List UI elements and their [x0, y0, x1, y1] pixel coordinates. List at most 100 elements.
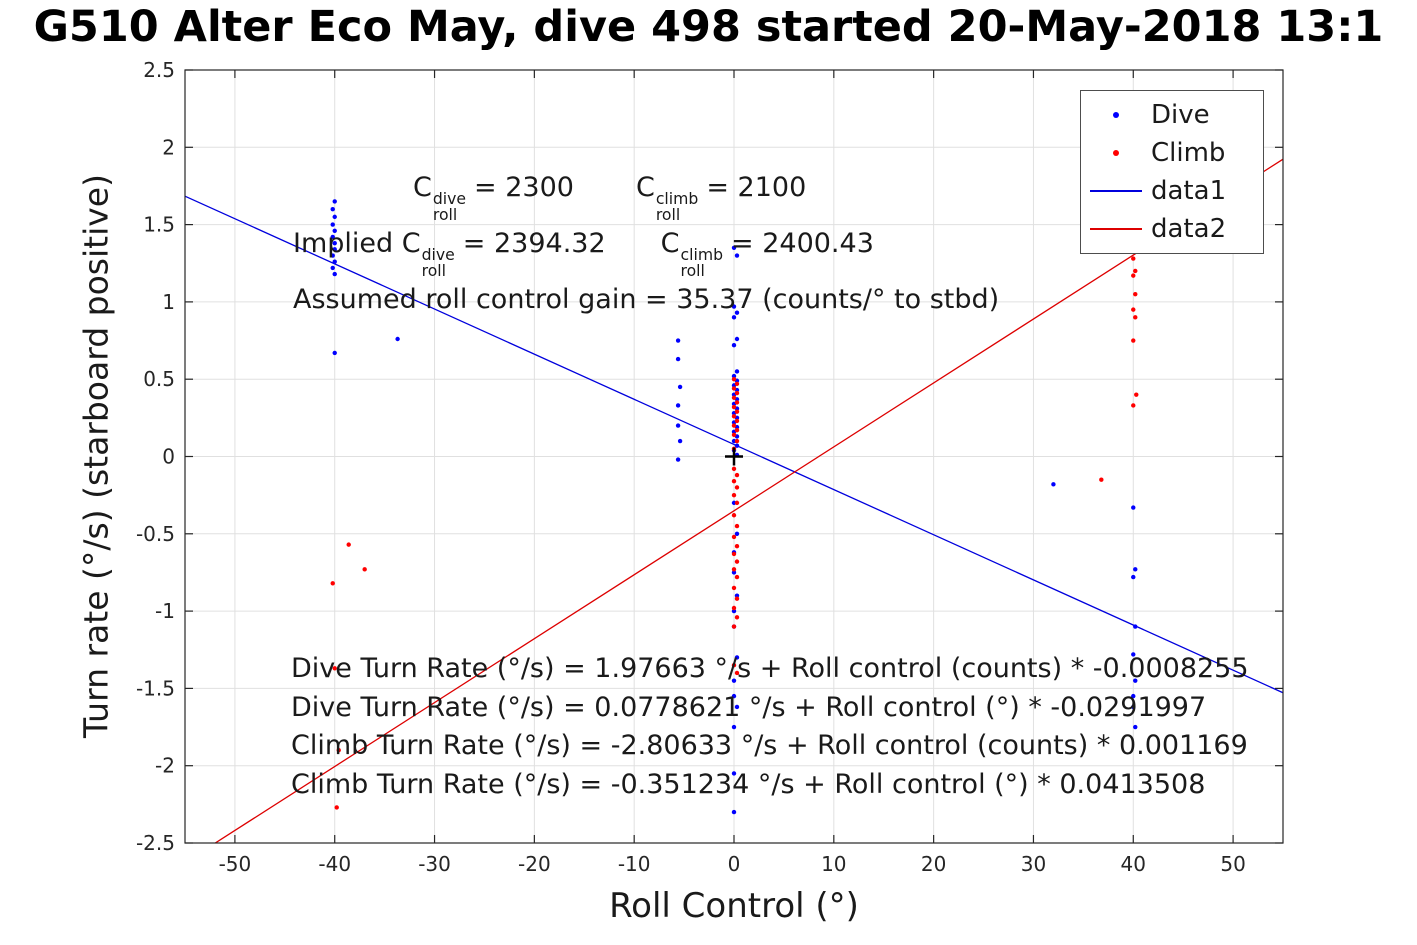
implied-lead: Implied	[293, 228, 402, 259]
x-axis-label: Roll Control (°)	[609, 886, 859, 926]
climb-point	[1131, 403, 1136, 408]
y-tick-label: -2.5	[136, 831, 175, 855]
dive-point	[675, 457, 681, 462]
climb-point	[734, 615, 740, 620]
x-tick-label: 10	[821, 852, 846, 876]
chart-title: G510 Alter Eco May, dive 498 started 20-…	[33, 2, 1384, 52]
dive-dot-marker-icon	[1081, 112, 1151, 118]
x-tick-label: -30	[418, 852, 451, 876]
x-tick-label: -10	[618, 852, 651, 876]
legend-label: data1	[1151, 176, 1227, 206]
origin-plus-marker	[725, 447, 743, 466]
x-tick-label: 50	[1220, 852, 1245, 876]
climb-point	[731, 404, 737, 410]
dive-point	[1131, 574, 1136, 580]
c-subsup: climb roll	[680, 244, 724, 281]
dive-point	[731, 724, 737, 730]
fit-lines	[185, 158, 1283, 843]
climb-point	[734, 543, 740, 549]
dive-point	[734, 593, 740, 598]
c-value: = 2300	[474, 172, 574, 203]
fit-equations: Dive Turn Rate (°/s) = 1.97663 °/s + Rol…	[291, 650, 1249, 804]
y-tick-labels: -2.5 -2 -1.5 -1 -0.5 0 0.5 1 1.5 2 2.5	[136, 58, 175, 855]
x-tick-label: -20	[518, 852, 551, 876]
climb-point	[734, 428, 740, 433]
dive-point	[675, 338, 681, 343]
dive-point	[330, 206, 335, 212]
y-tick-label: -1.5	[136, 676, 175, 700]
dive-point	[734, 704, 740, 710]
dive-point	[332, 271, 337, 277]
climb-point	[734, 472, 740, 478]
climb-point	[731, 663, 737, 668]
c-value: = 2400.43	[731, 228, 874, 259]
dive-point	[675, 403, 681, 408]
dive-point	[734, 369, 740, 374]
climb-point	[734, 400, 740, 405]
climb-point	[731, 414, 737, 419]
y-tick-label: -0.5	[136, 522, 175, 546]
legend-label: data2	[1151, 214, 1227, 244]
dive-point	[731, 608, 737, 614]
climb-points	[330, 245, 1139, 810]
dive-point	[1133, 567, 1138, 572]
dive-point	[731, 373, 737, 379]
climb-point	[734, 559, 740, 564]
fit-line-data1	[185, 195, 1283, 694]
x-tick-label: 0	[728, 852, 741, 876]
climb-point	[731, 534, 737, 540]
x-tick-label: 40	[1121, 852, 1146, 876]
climb-point	[734, 438, 740, 444]
marker-glyph	[1113, 150, 1119, 156]
dive-point	[1131, 704, 1136, 710]
dive-point	[731, 304, 737, 309]
climb-point	[734, 418, 740, 424]
dive-point	[675, 423, 681, 428]
climb-point	[731, 479, 737, 484]
climb-point	[731, 585, 737, 591]
climb-point	[734, 523, 740, 529]
y-axis-label: Turn rate (°/s) (starboard positive)	[76, 174, 116, 738]
x-tick-label: -50	[219, 852, 252, 876]
dive-point	[1131, 693, 1136, 699]
climb-point	[734, 574, 740, 580]
dive-point	[731, 693, 737, 699]
dive-point	[677, 438, 683, 444]
dive-point	[332, 228, 337, 233]
y-tick-label: 0.5	[143, 367, 175, 391]
dive-point	[1051, 482, 1056, 487]
dive-point	[731, 245, 737, 250]
climb-point	[734, 596, 740, 601]
climb-point	[731, 466, 737, 472]
climb-point	[734, 670, 740, 676]
y-tick-label: -2	[155, 754, 175, 778]
dive-point	[675, 356, 681, 362]
climb-point	[731, 386, 737, 391]
x-tick-label: 20	[921, 852, 946, 876]
data1-line-sample-icon	[1081, 190, 1151, 192]
dive-point	[332, 214, 337, 220]
dive-point	[734, 253, 740, 258]
dive-point	[332, 350, 337, 356]
climb-point	[1131, 307, 1136, 312]
climb-dot-marker-icon	[1081, 150, 1151, 156]
climb-point	[731, 567, 737, 572]
dive-point	[330, 222, 335, 227]
climb-point	[362, 567, 367, 572]
climb-point	[734, 381, 740, 387]
dive-point	[731, 342, 737, 348]
y-tick-label: -1	[155, 599, 175, 623]
legend-entry-data2: data2	[1081, 210, 1263, 248]
climb-point	[731, 551, 737, 557]
dive-point	[1131, 652, 1136, 657]
climb-point	[1133, 291, 1138, 297]
legend-entry-dive: Dive	[1081, 96, 1263, 134]
equation-dive-counts: Dive Turn Rate (°/s) = 1.97663 °/s + Rol…	[291, 653, 1249, 684]
c-value: = 2100	[706, 172, 807, 203]
legend-label: Climb	[1151, 138, 1226, 168]
y-tick-label: 1	[162, 290, 175, 314]
